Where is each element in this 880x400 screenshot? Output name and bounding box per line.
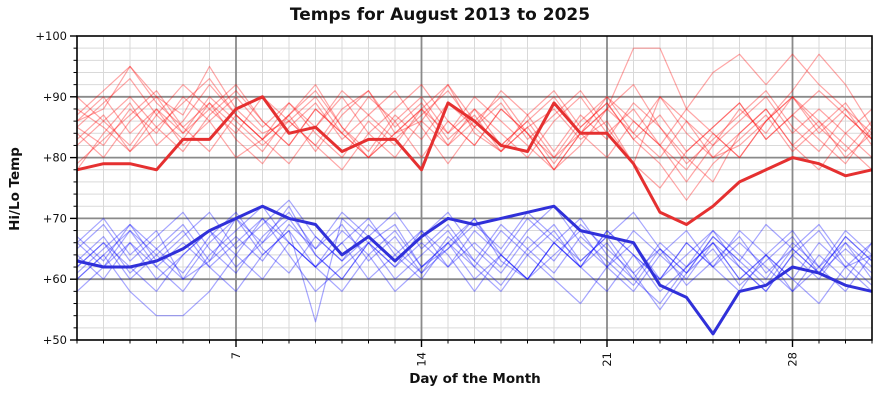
x-axis-label: Day of the Month xyxy=(409,371,541,387)
x-tick-label: 14 xyxy=(415,352,429,367)
series-line-2013-hi xyxy=(76,53,873,165)
x-tick-label: 21 xyxy=(600,352,614,367)
series-line-2024-hi xyxy=(76,77,873,165)
chart-title: Temps for August 2013 to 2025 xyxy=(289,5,591,25)
series-line-2025-hi xyxy=(76,95,873,226)
series-line-2015-hi xyxy=(76,83,873,171)
y-tick-label: +100 xyxy=(35,29,67,43)
series-line-2023-hi xyxy=(76,77,873,201)
y-tick-label: +80 xyxy=(43,151,67,165)
x-tick-label: 28 xyxy=(786,352,800,367)
y-axis-label: Hi/Lo Temp xyxy=(7,147,23,231)
series-line-2016-hi xyxy=(76,83,873,171)
y-tick-label: +90 xyxy=(43,90,67,104)
series-line-2022-hi xyxy=(76,90,873,189)
series-line-2018-hi xyxy=(76,47,873,171)
series-line-2024-lo xyxy=(76,211,873,286)
series-line-2018-lo xyxy=(76,205,873,292)
series-line-2022-lo xyxy=(76,199,873,286)
series-line-2014-lo xyxy=(76,217,873,305)
series-line-2025-lo xyxy=(76,204,873,336)
series-line-2020-lo xyxy=(76,217,873,323)
series-line-2017-hi xyxy=(76,90,873,171)
y-tick-label: +60 xyxy=(43,272,67,286)
series-line-2021-hi xyxy=(76,65,873,153)
series-line-2016-lo xyxy=(76,205,873,305)
x-tick-label: 7 xyxy=(229,352,243,359)
series-line-2020-hi xyxy=(76,83,873,183)
series-line-2023-lo xyxy=(76,211,873,311)
series-line-2015-lo xyxy=(76,217,873,317)
y-tick-label: +70 xyxy=(43,211,67,225)
y-tick-label: +50 xyxy=(43,333,67,347)
